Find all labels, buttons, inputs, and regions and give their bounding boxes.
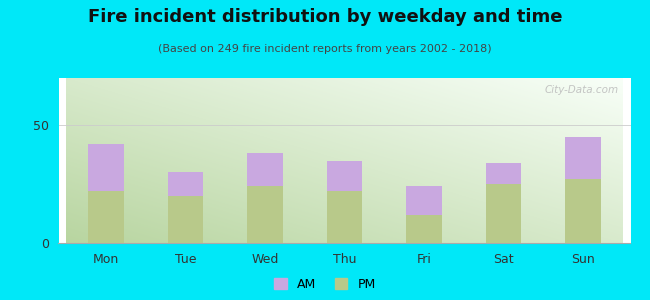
- Bar: [486, 184, 521, 243]
- Bar: [565, 137, 601, 179]
- Bar: [247, 153, 283, 186]
- Bar: [565, 179, 601, 243]
- Bar: [168, 172, 203, 196]
- Text: City-Data.com: City-Data.com: [545, 85, 619, 94]
- Bar: [326, 191, 363, 243]
- Bar: [168, 196, 203, 243]
- Bar: [88, 144, 124, 191]
- Text: (Based on 249 fire incident reports from years 2002 - 2018): (Based on 249 fire incident reports from…: [158, 44, 492, 53]
- Bar: [406, 215, 442, 243]
- Text: Fire incident distribution by weekday and time: Fire incident distribution by weekday an…: [88, 8, 562, 26]
- Bar: [88, 191, 124, 243]
- Bar: [326, 160, 363, 191]
- Bar: [406, 186, 442, 215]
- Legend: AM, PM: AM, PM: [274, 278, 376, 291]
- Bar: [247, 186, 283, 243]
- Bar: [486, 163, 521, 184]
